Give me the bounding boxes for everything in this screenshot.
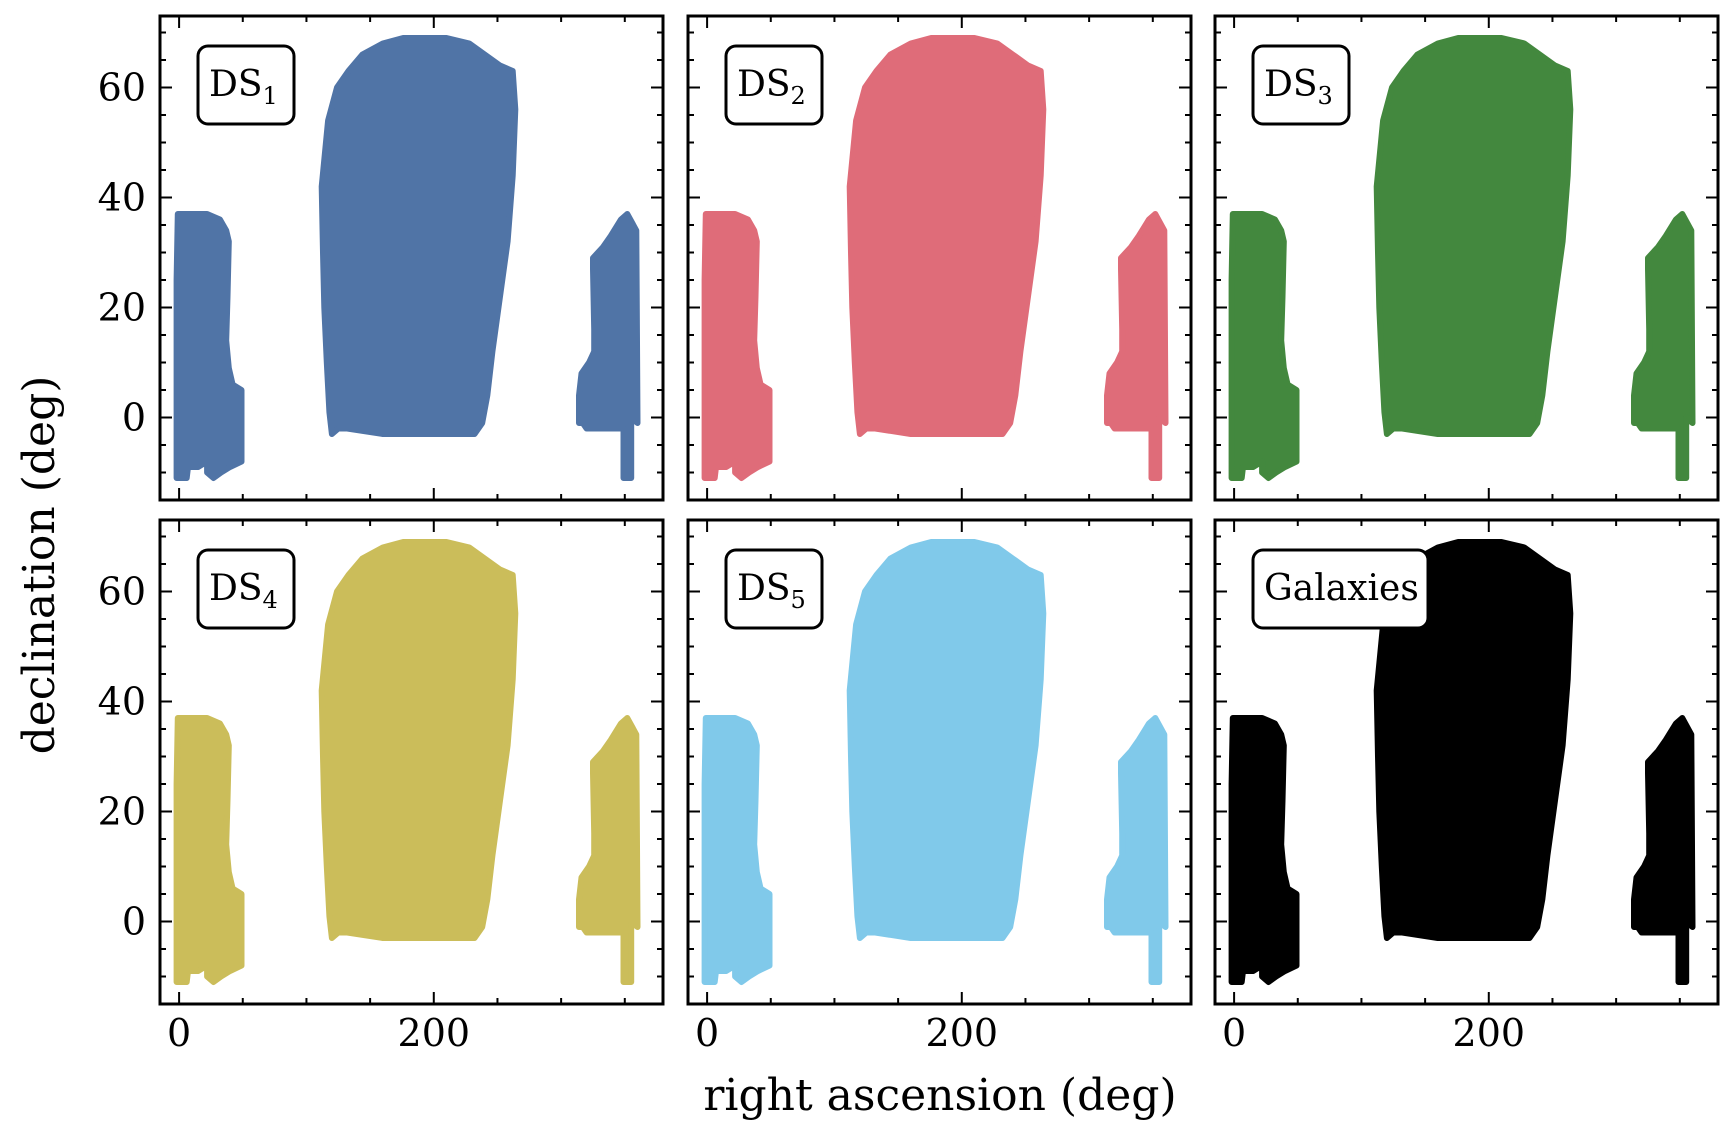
legend-DS3: DS3 [1251, 44, 1351, 126]
footprint-left-region [173, 211, 245, 481]
footprint-right-region [1104, 211, 1169, 481]
panel-frame [158, 14, 665, 502]
panel-frame [686, 14, 1193, 502]
y-tick-label: 40 [98, 176, 146, 220]
x-tick-label: 200 [398, 1011, 471, 1055]
panel-frame [158, 518, 665, 1006]
panel-frame [1213, 14, 1720, 502]
legend-box [1251, 44, 1351, 126]
panel-DS3: DS3 [1213, 14, 1720, 502]
panel-Galaxies: 0 200 Galaxies [1213, 518, 1720, 1055]
legend-subscript: 5 [791, 586, 806, 614]
y-tick-label: 60 [98, 66, 146, 110]
y-tick-label: 0 [122, 396, 146, 440]
panel-frame [686, 518, 1193, 1006]
panel-DS2: DS2 [686, 14, 1193, 502]
x-tick-label: 200 [1453, 1011, 1526, 1055]
panel-DS5: 0 200 DS5 [686, 518, 1193, 1055]
y-tick-label: 60 [98, 570, 146, 614]
y-tick-label: 20 [98, 286, 146, 330]
footprint-left-region [1228, 715, 1300, 985]
footprint-main-region [318, 35, 519, 437]
x-axis-label: right ascension (deg) [703, 1070, 1176, 1121]
legend-subscript: 2 [791, 82, 806, 110]
legend-label: Galaxies [1264, 568, 1419, 609]
y-tick-label: 20 [98, 790, 146, 834]
footprint-main-region [1373, 539, 1574, 941]
panel-DS4: 0 20 40 60 0 200 DS4 [98, 518, 665, 1055]
legend-box [724, 44, 824, 126]
panel-DS1: 0 20 40 60 DS1 [98, 14, 665, 502]
footprint-main-region [846, 539, 1047, 941]
legend-subscript: 3 [1318, 82, 1333, 110]
legend-DS2: DS2 [724, 44, 824, 126]
x-tick-label: 0 [695, 1011, 719, 1055]
legend-DS4: DS4 [196, 548, 296, 630]
footprint-left-region [173, 715, 245, 985]
legend-box [724, 548, 824, 630]
x-tick-label: 0 [167, 1011, 191, 1055]
footprint-left-region [701, 715, 773, 985]
footprint-right-region [576, 211, 641, 481]
x-tick-label: 0 [1222, 1011, 1246, 1055]
y-axis-label: declination (deg) [14, 376, 65, 755]
y-tick-label: 0 [122, 900, 146, 944]
footprint-right-region [1104, 715, 1169, 985]
footprint-right-region [576, 715, 641, 985]
legend-box [196, 548, 296, 630]
legend-Galaxies: Galaxies [1251, 548, 1430, 630]
footprint-left-region [701, 211, 773, 481]
legend-DS1: DS1 [196, 44, 296, 126]
footprint-left-region [1228, 211, 1300, 481]
footprint-main-region [846, 35, 1047, 437]
footprint-main-region [1373, 35, 1574, 437]
y-tick-label: 40 [98, 680, 146, 724]
footprint-main-region [318, 539, 519, 941]
legend-box [1251, 548, 1430, 630]
panel-frame [1213, 518, 1720, 1006]
legend-box [196, 44, 296, 126]
footprint-right-region [1631, 211, 1696, 481]
x-tick-label: 200 [926, 1011, 999, 1055]
legend-DS5: DS5 [724, 548, 824, 630]
legend-subscript: 4 [263, 586, 278, 614]
legend-subscript: 1 [263, 82, 278, 110]
footprint-right-region [1631, 715, 1696, 985]
